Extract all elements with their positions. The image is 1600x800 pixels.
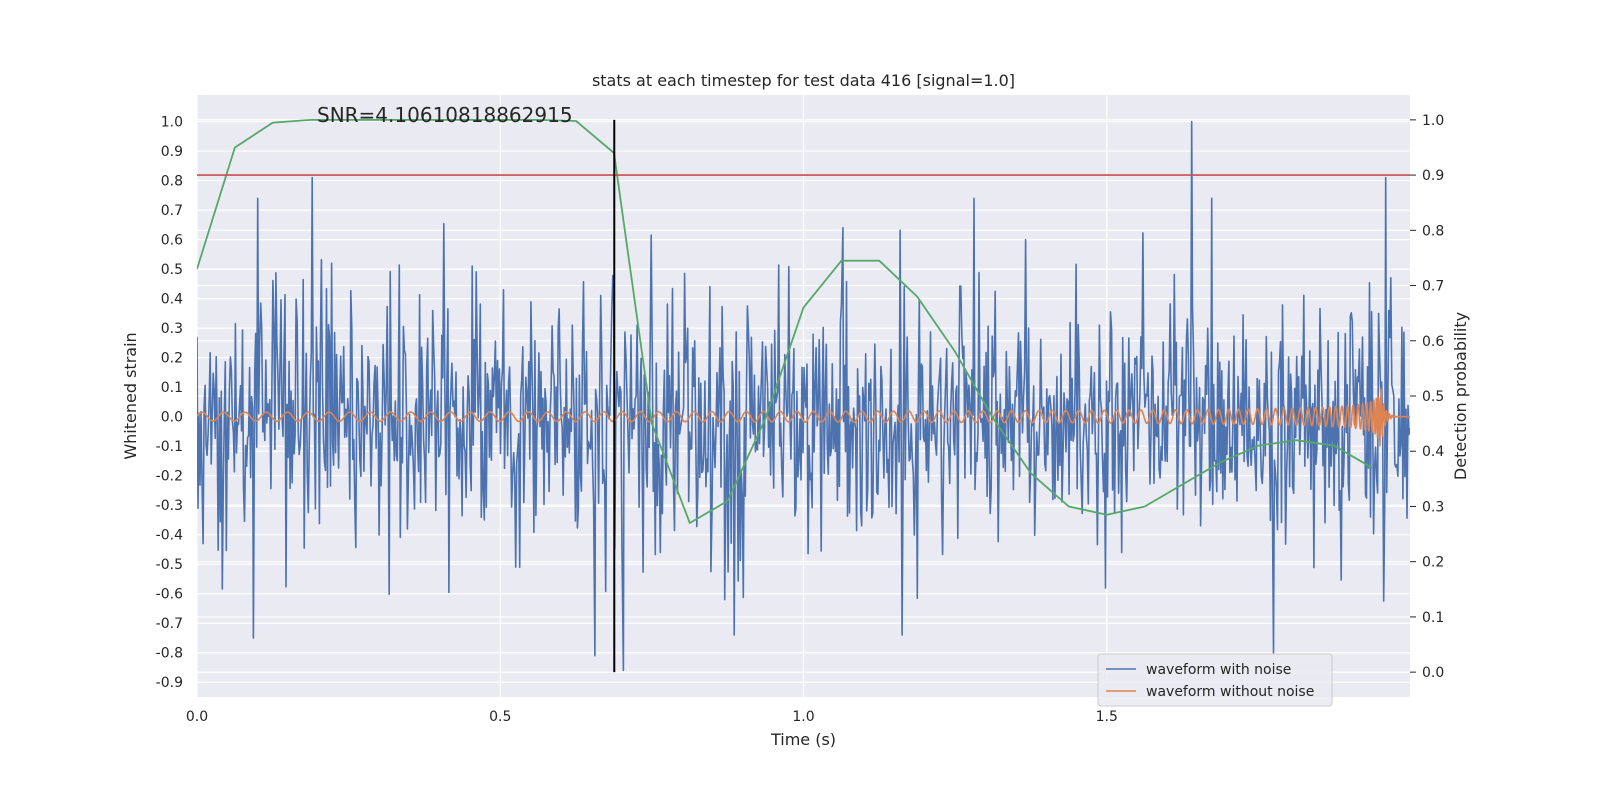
legend: waveform with noise waveform without noi…	[1097, 653, 1333, 707]
x-axis-title: Time (s)	[770, 730, 836, 749]
y-right-tick-label: 0.2	[1422, 555, 1444, 571]
y-left-tick-label: -0.8	[156, 646, 183, 662]
y-left-tick-label: 0.6	[161, 233, 183, 249]
y-left-tick-label: -0.1	[156, 439, 183, 455]
y-right-tick-label: 0.4	[1422, 444, 1444, 460]
x-tick-label: 1.5	[1096, 709, 1118, 725]
chart-title: stats at each timestep for test data 416…	[592, 71, 1015, 90]
y-right-tick-label: 0.7	[1422, 279, 1444, 295]
y-right-tick-label: 0.9	[1422, 168, 1444, 184]
y-left-tick-label: 0.2	[161, 351, 183, 367]
series-layer	[197, 119, 1410, 673]
y-left-tick-label: 0.9	[161, 144, 183, 160]
snr-annotation: SNR=4.10610818862915	[317, 103, 573, 127]
y-left-tick-label: -0.2	[156, 469, 183, 485]
axes-layer: 0.0 0.5 1.0 1.5 1.0 0.9 0.8 0.7 0.6 0.5 0.4 0.3 0.2 0…	[156, 113, 1445, 725]
y-right-tick-label: 1.0	[1422, 113, 1444, 129]
y-left-tick-label: 0.7	[161, 203, 183, 219]
series-waveform-with-noise	[197, 120, 1410, 672]
y-left-tick-label: -0.4	[156, 528, 183, 544]
y-left-tick-label: 0.0	[161, 410, 183, 426]
y-left-tick-label: 0.8	[161, 174, 183, 190]
legend-label-noise: waveform with noise	[1146, 662, 1291, 678]
y-left-tick-label: 0.1	[161, 380, 183, 396]
y-left-tick-label: -0.6	[156, 587, 183, 603]
y-left-tick-label: 0.5	[161, 262, 183, 278]
y-left-tick-label: -0.7	[156, 616, 183, 632]
y-left-tick-label: 1.0	[161, 115, 183, 131]
y-axis-title-right: Detection probability	[1451, 312, 1470, 480]
y-left-tick-label: -0.5	[156, 557, 183, 573]
y-right-tick-label: 0.1	[1422, 610, 1444, 626]
y-right-tick-label: 0.3	[1422, 499, 1444, 515]
y-right-tick-label: 0.0	[1422, 665, 1444, 681]
y-left-tick-label: -0.9	[156, 675, 183, 691]
y-right-tick-label: 0.6	[1422, 334, 1444, 350]
y-right-tick-label: 0.5	[1422, 389, 1444, 405]
legend-box	[1097, 653, 1333, 707]
x-tick-label: 0.5	[489, 709, 511, 725]
legend-label-clean: waveform without noise	[1146, 684, 1314, 700]
y-right-tick-label: 0.8	[1422, 223, 1444, 239]
y-left-tick-label: 0.3	[161, 321, 183, 337]
y-axis-title-left: Whitened strain	[121, 332, 140, 459]
x-tick-label: 0.0	[186, 709, 208, 725]
series-waveform-without-noise	[197, 388, 1410, 447]
x-tick-label: 1.0	[792, 709, 814, 725]
gridlines	[196, 95, 1410, 697]
series-detection-probability	[197, 119, 1373, 524]
y-left-tick-label: 0.4	[161, 292, 183, 308]
y-left-tick-label: -0.3	[156, 498, 183, 514]
